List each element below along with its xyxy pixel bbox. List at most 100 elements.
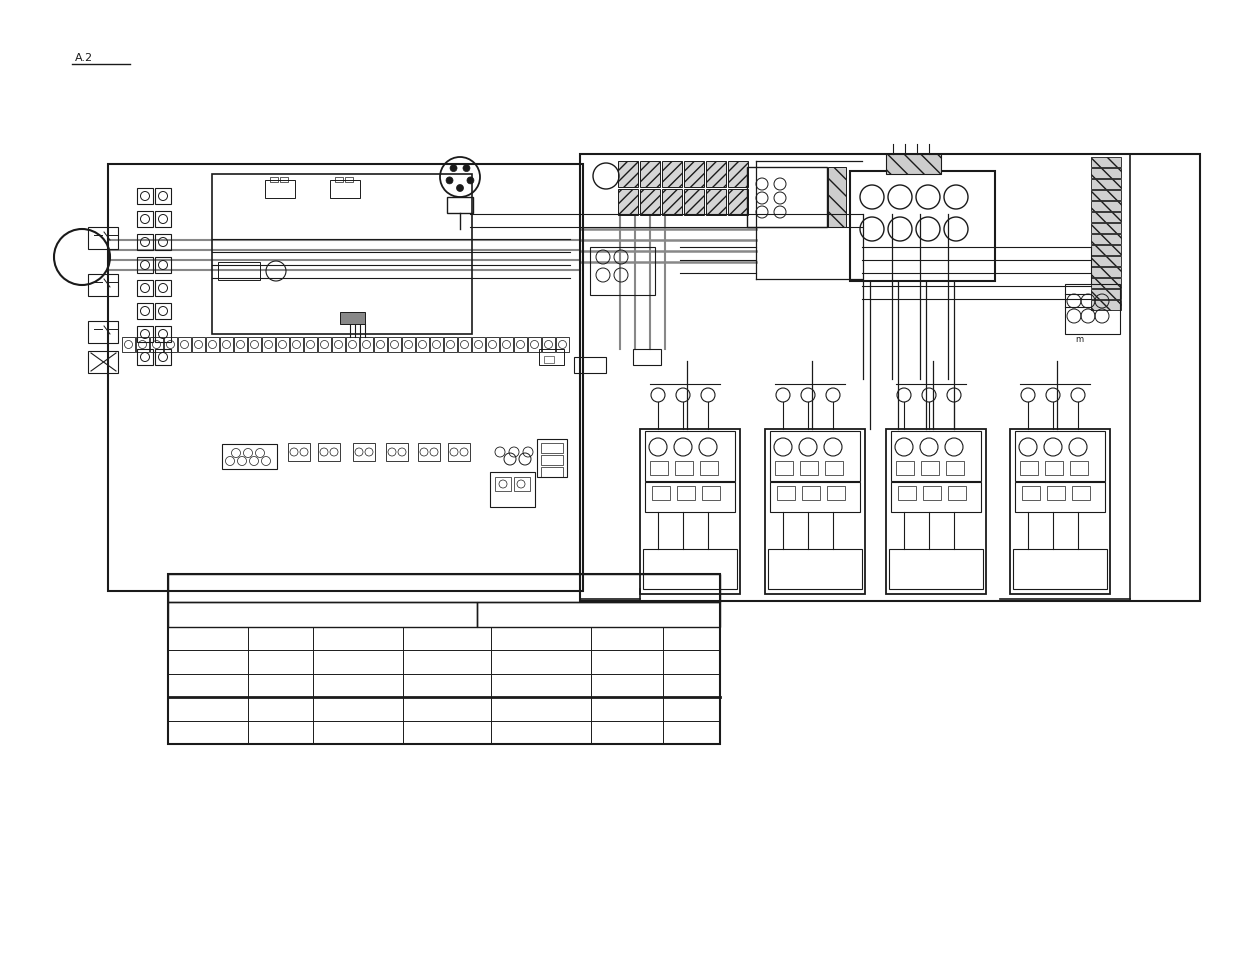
Bar (800, 461, 818, 476)
Bar (445, 337, 457, 353)
Bar (676, 461, 693, 476)
Bar (137, 350, 153, 366)
Bar (206, 337, 219, 353)
Bar (1091, 301, 1121, 311)
Bar (248, 337, 261, 353)
Bar (233, 337, 247, 353)
Bar (387, 443, 408, 461)
Bar (768, 550, 862, 589)
Bar (890, 482, 981, 513)
Bar (137, 281, 153, 296)
Bar (156, 304, 170, 319)
Bar (122, 337, 135, 353)
Bar (618, 162, 638, 188)
Bar (1045, 461, 1063, 476)
Bar (684, 162, 704, 188)
Bar (946, 461, 965, 476)
Bar (827, 486, 845, 500)
Bar (137, 189, 153, 205)
Bar (136, 337, 149, 353)
Bar (178, 337, 191, 353)
Bar (275, 337, 289, 353)
Bar (1091, 191, 1121, 201)
Bar (220, 337, 233, 353)
Bar (897, 461, 914, 476)
Bar (700, 461, 718, 476)
Bar (541, 443, 563, 454)
Bar (156, 189, 170, 205)
Bar (921, 461, 939, 476)
Bar (1091, 246, 1121, 255)
Bar (1091, 278, 1121, 289)
Bar (88, 352, 119, 374)
Circle shape (450, 166, 457, 172)
Bar (164, 337, 177, 353)
Bar (1091, 202, 1121, 212)
Bar (652, 486, 671, 500)
Bar (580, 154, 1200, 601)
Bar (137, 212, 153, 228)
Bar (542, 337, 555, 353)
Bar (514, 337, 527, 353)
Bar (650, 461, 668, 476)
Bar (645, 432, 735, 481)
Bar (288, 443, 310, 461)
Bar (727, 162, 748, 188)
Bar (353, 443, 375, 461)
Bar (776, 461, 793, 476)
Bar (374, 337, 387, 353)
Circle shape (467, 177, 474, 185)
Text: m: m (1074, 335, 1083, 344)
Bar (417, 443, 440, 461)
Bar (219, 263, 261, 281)
Bar (769, 482, 860, 513)
Bar (747, 168, 827, 228)
Bar (556, 337, 569, 353)
Bar (262, 337, 275, 353)
Bar (137, 257, 153, 274)
Bar (280, 178, 288, 183)
Bar (543, 356, 555, 364)
Bar (538, 350, 564, 366)
Bar (574, 357, 606, 374)
Bar (764, 430, 864, 595)
Bar (403, 337, 415, 353)
Bar (634, 350, 661, 366)
Bar (156, 257, 170, 274)
Bar (290, 337, 303, 353)
Bar (590, 248, 655, 295)
Bar (156, 234, 170, 251)
Bar (345, 178, 353, 183)
Bar (640, 430, 740, 595)
Bar (802, 486, 820, 500)
Bar (684, 190, 704, 215)
Bar (1091, 158, 1121, 168)
Bar (1091, 268, 1121, 277)
Bar (541, 468, 563, 477)
Bar (948, 486, 966, 500)
Bar (335, 178, 343, 183)
Bar (107, 165, 583, 592)
Bar (640, 162, 659, 188)
Bar (304, 337, 317, 353)
Bar (825, 461, 844, 476)
Bar (1091, 180, 1121, 190)
Bar (458, 337, 471, 353)
Bar (270, 178, 278, 183)
Circle shape (457, 185, 463, 193)
Bar (88, 228, 119, 250)
Bar (168, 575, 720, 602)
Bar (1091, 169, 1121, 179)
Bar (359, 337, 373, 353)
Bar (1091, 234, 1121, 245)
Bar (1020, 461, 1037, 476)
Bar (388, 337, 401, 353)
Bar (500, 337, 513, 353)
Bar (706, 162, 726, 188)
Bar (890, 432, 981, 481)
Bar (727, 190, 748, 215)
Bar (769, 432, 860, 481)
Bar (1070, 461, 1088, 476)
Bar (495, 477, 511, 492)
Circle shape (463, 166, 471, 172)
